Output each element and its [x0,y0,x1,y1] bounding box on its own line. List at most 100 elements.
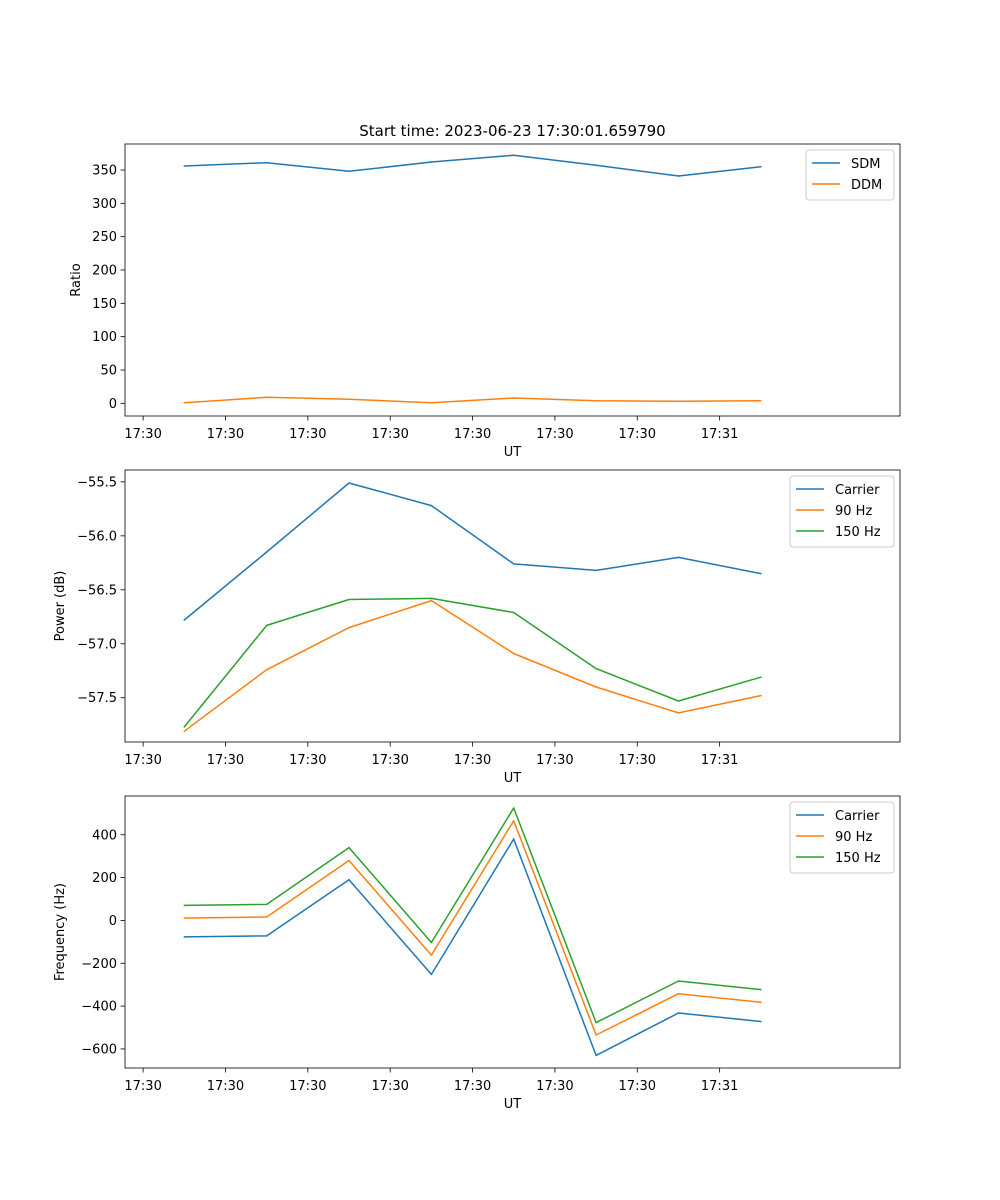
power-data-point [677,700,680,702]
power-legend-label: 90 Hz [835,504,872,519]
power-x-tick-label: 17:30 [371,753,408,768]
frequency-axes-frame [124,795,901,1069]
frequency-x-tick-label: 17:30 [371,1079,408,1094]
ratio-data-point [595,399,597,402]
ratio-data-point [430,401,433,404]
power-series-line-2 [183,599,761,732]
ratio-data-point [677,175,680,177]
ratio-data-point [183,401,186,404]
power-data-point [265,624,268,627]
frequency-series-line-3 [184,807,761,1024]
ratio-data-point [348,398,350,401]
frequency-data-point [595,1054,597,1057]
frequency-data-point [677,992,680,995]
ratio-x-tick-label: 17:30 [124,427,161,442]
frequency-data-point [595,1021,597,1024]
power-data-point [348,598,350,601]
frequency-y-tick-label: 200 [92,871,117,886]
frequency-x-tick-label: 17:30 [536,1079,573,1094]
frequency-data-point [348,878,350,881]
power-data-point [183,726,186,728]
frequency-y-tick-label: −200 [81,957,117,972]
ratio-data-point [760,165,762,168]
frequency-data-point [265,935,268,937]
ratio-x-tick-label: 17:30 [207,427,244,442]
ratio-data-point [512,154,515,157]
frequency-y-tick-label: −400 [81,1000,117,1015]
power-y-tick-label: −57.0 [77,637,117,652]
power-data-point [512,652,515,655]
ratio-series-line-1 [184,154,761,177]
ratio-series-line-2 [184,396,761,404]
ratio-y-axis-label: Ratio [69,263,84,296]
frequency-legend-label: Carrier [835,809,880,824]
power-x-tick-label: 17:30 [289,753,326,768]
frequency-data-point [760,988,762,991]
frequency-data-point [677,1012,680,1014]
power-data-point [265,668,268,671]
power-data-point [760,572,762,575]
frequency-data-point [265,916,268,918]
frequency-legend-label: 90 Hz [835,830,872,845]
power-y-tick-label: −56.5 [77,583,117,598]
frequency-data-point [348,846,350,849]
ratio-y-tick-label: 150 [92,297,117,312]
power-x-tick-label: 17:30 [619,753,656,768]
power-x-axis-label: UT [504,771,522,786]
power-legend: Carrier 90 Hz 150 Hz [789,475,895,548]
frequency-data-point [512,820,515,822]
ratio-x-tick-label: 17:31 [701,427,738,442]
frequency-data-point [348,859,350,862]
ratio-y-tick-label: 100 [92,330,117,345]
ratio-data-point [760,399,762,402]
frequency-y-tick-label: 0 [109,914,117,929]
frequency-x-tick-label: 17:30 [454,1079,491,1094]
ratio-legend-label: SDM [851,157,880,172]
ratio-data-point [265,161,268,164]
ratio-data-point [512,397,515,399]
ratio-data-point [430,161,433,163]
frequency-x-axis-label: UT [504,1097,522,1112]
power-axes-frame [124,469,901,743]
power-y-tick-label: −56.0 [77,529,117,544]
ratio-data-point [265,396,268,399]
ratio-legend: SDM DDM [805,149,895,201]
ratio-x-tick-label: 17:30 [536,427,573,442]
ratio-y-tick-label: 50 [100,364,117,379]
power-legend-box [789,475,895,548]
frequency-x-tick-label: 17:30 [124,1079,161,1094]
frequency-data-point [760,1020,762,1023]
power-x-tick-label: 17:31 [701,753,738,768]
frequency-data-point [430,954,433,956]
frequency-x-tick-label: 17:31 [701,1079,738,1094]
ratio-y-tick-label: 350 [92,164,117,179]
frequency-data-point [430,941,433,944]
frequency-legend: Carrier 90 Hz 150 Hz [789,801,895,874]
power-data-point [595,569,597,572]
power-data-point [595,667,597,670]
ratio-x-tick-label: 17:30 [289,427,326,442]
ratio-data-point [183,165,186,167]
frequency-data-point [677,980,680,982]
ratio-x-tick-label: 17:30 [371,427,408,442]
power-series-line-1 [183,482,761,621]
frequency-data-point [512,807,515,809]
frequency-legend-label: 150 Hz [835,851,881,866]
power-x-tick-label: 17:30 [207,753,244,768]
frequency-y-tick-label: 400 [92,828,117,843]
power-data-point [760,676,762,678]
power-data-point [430,599,433,602]
power-data-point [265,551,268,553]
frequency-data-point [595,1034,597,1036]
ratio-panel: 17:30 17:30 17:30 17:30 17:30 17:30 17:30 17:31… [69,143,901,460]
power-data-point [183,619,186,621]
power-data-point [430,597,433,600]
power-data-point [430,504,433,507]
frequency-y-tick-label: −600 [81,1042,117,1057]
power-data-point [512,563,515,565]
power-data-point [348,626,350,629]
frequency-data-point [265,903,268,906]
frequency-data-point [183,917,186,919]
power-y-axis-label: Power (dB) [53,571,68,642]
